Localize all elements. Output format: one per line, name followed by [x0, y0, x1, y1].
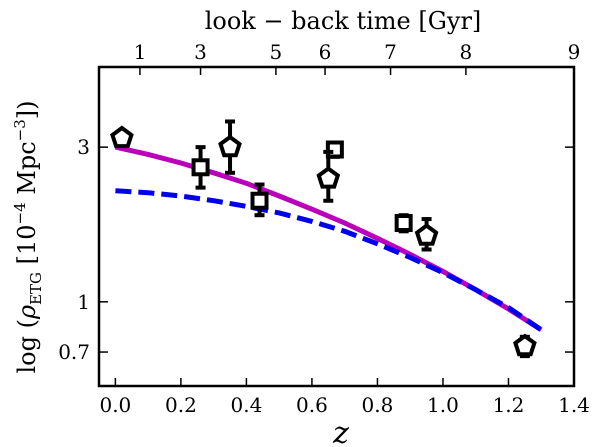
data-point-pentagon [218, 134, 242, 158]
ylabel-rho: ρ [13, 305, 41, 320]
top-tick-label: 7 [384, 40, 397, 64]
x-axis-label: z [332, 416, 349, 447]
y-tick-label: 0.7 [58, 340, 90, 364]
x-tick-label: 1.2 [493, 393, 525, 417]
ylabel-exp2: −3 [11, 119, 29, 141]
x-tick-label: 1.0 [427, 393, 459, 417]
y-tick-labels: 0.7 1 3 [58, 135, 90, 364]
top-tick-label: 5 [270, 40, 283, 64]
top-tick-label: 8 [460, 40, 473, 64]
axis-ticks [99, 67, 575, 386]
x-tick-label: 0.6 [296, 393, 328, 417]
top-tick-labels: 1 3 5 6 7 8 9 [134, 40, 581, 64]
data-point-pentagon [513, 333, 537, 357]
y-axis-label: log (ρETG [10−4 Mpc−3]) [11, 100, 45, 373]
ylabel-mid: [10 [13, 224, 41, 272]
model-line-dashed [115, 188, 543, 332]
plot-frame [97, 65, 576, 388]
ylabel-unit: Mpc [13, 141, 41, 202]
data-point-pentagon [110, 125, 134, 149]
top-tick-label: 3 [194, 40, 207, 64]
ylabel-prefix: log ( [13, 319, 41, 373]
x-tick-labels: 0.0 0.2 0.4 0.6 0.8 1.0 1.2 1.4 [99, 393, 589, 417]
y-tick-label: 3 [77, 135, 90, 159]
x-tick-label: 0.8 [362, 393, 394, 417]
data-point-pentagon [414, 223, 439, 246]
data-point-pentagon [316, 166, 341, 189]
y-tick-label: 1 [77, 290, 90, 314]
top-tick-label: 1 [134, 40, 147, 64]
x-tick-label: 1.4 [558, 393, 590, 417]
x-tick-label: 0.0 [99, 393, 131, 417]
top-tick-label: 9 [568, 40, 581, 64]
ylabel-suffix: ]) [13, 100, 41, 119]
top-tick-label: 6 [319, 40, 332, 64]
ylabel-sub: ETG [27, 272, 45, 305]
data-point-square [250, 191, 269, 210]
data-point-square [394, 214, 413, 233]
ylabel-exp: −4 [11, 202, 29, 224]
x-tick-label: 0.2 [165, 393, 197, 417]
series-layer [110, 119, 543, 359]
x-tick-label: 0.4 [231, 393, 263, 417]
top-axis-label: look − back time [Gyr] [205, 7, 482, 35]
data-point-square [191, 158, 210, 177]
